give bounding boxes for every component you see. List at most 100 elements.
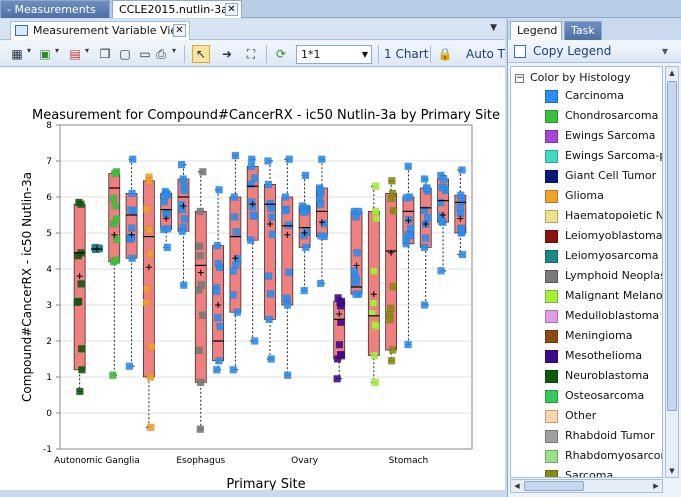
data-point: [438, 183, 446, 192]
legend-item[interactable]: Lymphoid Neoplasm: [545, 267, 662, 287]
data-point: [216, 322, 224, 331]
toolbar-separator: [266, 45, 267, 63]
select-arrow-icon[interactable]: ➜: [221, 47, 233, 61]
legend-item[interactable]: Other: [545, 407, 662, 427]
scroll-right-icon[interactable]: ▶: [653, 482, 659, 490]
box-group: [229, 151, 242, 374]
legend-item-label: Leiomyoblastoma: [565, 229, 663, 242]
toolbar-separator: [378, 45, 379, 63]
legend-item[interactable]: Neuroblastoma: [545, 367, 662, 387]
chevron-down-icon[interactable]: ▾: [27, 46, 32, 55]
legend-item[interactable]: Haematopoietic Neo: [545, 207, 662, 227]
data-point: [143, 285, 151, 294]
data-point: [302, 243, 310, 252]
legend-item[interactable]: Meningioma: [545, 327, 662, 347]
legend-item[interactable]: Malignant Melanoma: [545, 287, 663, 307]
legend-item[interactable]: Rhabdoid Tumor: [545, 427, 662, 447]
y-tick-label: 3: [46, 301, 52, 311]
legend-item[interactable]: Carcinoma: [545, 87, 662, 107]
y-tick-label: 6: [46, 193, 52, 203]
data-point: [268, 230, 277, 239]
refresh-icon[interactable]: ⟳: [275, 47, 287, 61]
box-group: [385, 177, 398, 365]
tab-legend[interactable]: Legend: [510, 21, 562, 40]
data-point: [246, 236, 255, 244]
scroll-left-icon[interactable]: ◀: [514, 482, 520, 490]
data-point: [77, 280, 85, 288]
legend-item-label: Osteosarcoma: [565, 389, 645, 402]
fit-icon[interactable]: ⛶: [246, 47, 256, 61]
data-point: [231, 151, 240, 160]
chevron-down-icon[interactable]: ▾: [172, 46, 177, 55]
data-point: [389, 346, 397, 354]
data-point: [264, 272, 273, 280]
legend-item[interactable]: Medulloblastoma: [545, 307, 662, 327]
lock-icon[interactable]: 🔒: [437, 47, 453, 61]
legend-item[interactable]: Glioma: [545, 187, 662, 207]
legend-item[interactable]: Giant Cell Tumor: [545, 167, 662, 187]
chart-count-button[interactable]: 1 Chart: [384, 47, 429, 61]
image-export-icon[interactable]: ▤: [69, 47, 81, 61]
legend-item-label: Haematopoietic Neo: [565, 209, 662, 222]
doc-tab-measurements[interactable]: - Measurements: [0, 0, 110, 18]
layout-select[interactable]: 1*1 ▼: [296, 45, 372, 64]
legend-item[interactable]: Ewings Sarcoma-peri: [545, 147, 662, 167]
box: [367, 210, 380, 356]
box-group: [246, 155, 259, 345]
auto-button[interactable]: Auto T: [466, 47, 505, 61]
legend-item[interactable]: Osteosarcoma: [545, 387, 662, 407]
page-icon[interactable]: ▭: [139, 47, 151, 61]
data-point: [300, 286, 308, 295]
legend-item[interactable]: Chondrosarcoma: [545, 107, 662, 127]
data-point: [145, 226, 153, 234]
chevron-down-icon[interactable]: ▾: [85, 46, 90, 55]
data-point: [370, 267, 378, 275]
data-point: [387, 304, 395, 313]
chart-type-icon[interactable]: ▦: [11, 47, 23, 61]
legend-item[interactable]: Mesothelioma: [545, 347, 662, 367]
scrollbar-thumb[interactable]: [524, 481, 584, 491]
scroll-up-icon[interactable]: ▲: [669, 69, 675, 77]
data-point: [333, 375, 341, 383]
excel-export-icon[interactable]: ▣: [39, 47, 51, 61]
scroll-down-icon[interactable]: ▼: [669, 467, 675, 475]
copy-icon[interactable]: ❐: [99, 47, 111, 61]
legend-vertical-scrollbar[interactable]: ▲ ▼: [665, 66, 679, 478]
print-icon[interactable]: ⎙: [156, 47, 166, 61]
close-icon[interactable]: ✕: [173, 24, 186, 37]
tab-measurement-variable-view[interactable]: Measurement Variable View ✕: [10, 21, 190, 40]
bottom-splitter[interactable]: [0, 490, 505, 497]
copy-legend-button[interactable]: Copy Legend ▼: [508, 41, 681, 63]
legend-item-label: Leiomyosarcoma: [565, 249, 659, 262]
legend-item[interactable]: Ewings Sarcoma: [545, 127, 662, 147]
legend-item-label: Chondrosarcoma: [565, 109, 659, 122]
legend-item-label: Malignant Melanoma: [565, 289, 663, 302]
paste-icon[interactable]: ▢: [119, 47, 131, 61]
legend-group-header[interactable]: − Color by Histology: [515, 70, 631, 86]
legend-header-label: Color by Histology: [530, 71, 631, 84]
scrollbar-thumb[interactable]: [667, 81, 677, 411]
box-group: [264, 157, 277, 363]
data-point: [163, 210, 171, 218]
legend-item[interactable]: Rhabdomyosarcoma: [545, 447, 662, 467]
data-point: [316, 186, 324, 194]
box-group: [160, 187, 173, 252]
legend-item-label: Carcinoma: [565, 89, 624, 102]
legend-horizontal-scrollbar[interactable]: ◀ ▶: [510, 479, 663, 493]
chevron-down-icon[interactable]: ▾: [55, 46, 60, 55]
pointer-icon[interactable]: ↖: [192, 45, 210, 63]
tab-task[interactable]: Task: [564, 21, 602, 40]
legend-item[interactable]: Sarcoma: [545, 467, 662, 477]
legend-item[interactable]: Leiomyosarcoma: [545, 247, 662, 267]
legend-swatch: [545, 290, 558, 303]
legend-item[interactable]: Leiomyoblastoma: [545, 227, 663, 247]
doc-tab-ccle2015[interactable]: CCLE2015.nutlin-3a ✕: [112, 0, 242, 18]
close-icon[interactable]: ✕: [225, 3, 238, 16]
chevron-down-icon: ▼: [661, 47, 668, 56]
data-point: [268, 213, 276, 221]
data-point: [128, 254, 136, 262]
collapse-icon[interactable]: −: [515, 73, 524, 83]
chevron-down-icon[interactable]: ▼: [490, 23, 497, 33]
data-point: [371, 182, 380, 190]
tab-label: Task: [571, 24, 595, 37]
